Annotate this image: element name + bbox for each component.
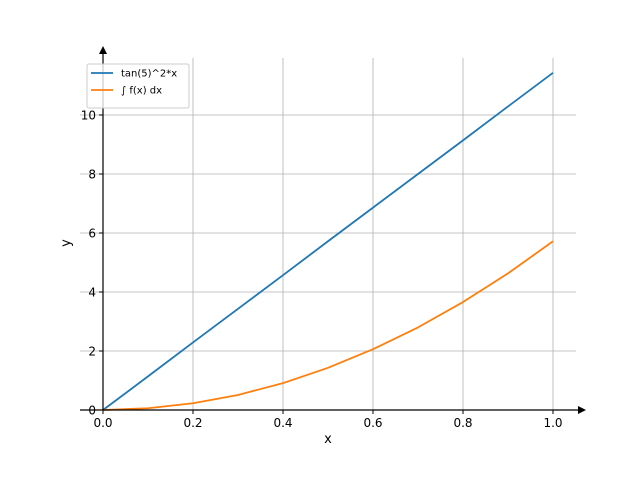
x-tick-label: 1.0 <box>543 416 562 430</box>
y-tick-label: 4 <box>88 286 96 300</box>
legend-label-1: ∫ f(x) dx <box>121 86 162 97</box>
x-tick-label: 0.4 <box>273 416 292 430</box>
y-tick-label: 8 <box>88 168 96 182</box>
legend-label-0: tan(5)^2*x <box>121 69 177 80</box>
x-tick-label: 0.8 <box>453 416 472 430</box>
y-tick-label: 0 <box>88 404 96 418</box>
y-axis-label: y <box>59 239 74 247</box>
y-axis-arrow-icon <box>99 46 107 54</box>
y-tick-label: 6 <box>88 227 96 241</box>
series-line-0 <box>102 72 554 411</box>
y-tick-label: 2 <box>88 345 96 359</box>
ticks: 0.0 0.2 0.4 0.6 0.8 1.0 0 2 4 6 8 10 <box>81 109 563 431</box>
legend-items: tan(5)^2*x ∫ f(x) dx <box>91 69 177 97</box>
x-tick-label: 0.0 <box>93 416 112 430</box>
x-tick-label: 0.6 <box>363 416 382 430</box>
legend: tan(5)^2*x ∫ f(x) dx <box>86 63 190 109</box>
x-axis-label: x <box>324 432 332 447</box>
series-lines <box>102 72 554 411</box>
series-line-1 <box>102 240 554 411</box>
axes <box>80 46 586 414</box>
legend-box <box>86 63 190 109</box>
y-tick-label: 10 <box>81 109 96 123</box>
x-tick-label: 0.2 <box>183 416 202 430</box>
x-axis-arrow-icon <box>578 406 586 414</box>
